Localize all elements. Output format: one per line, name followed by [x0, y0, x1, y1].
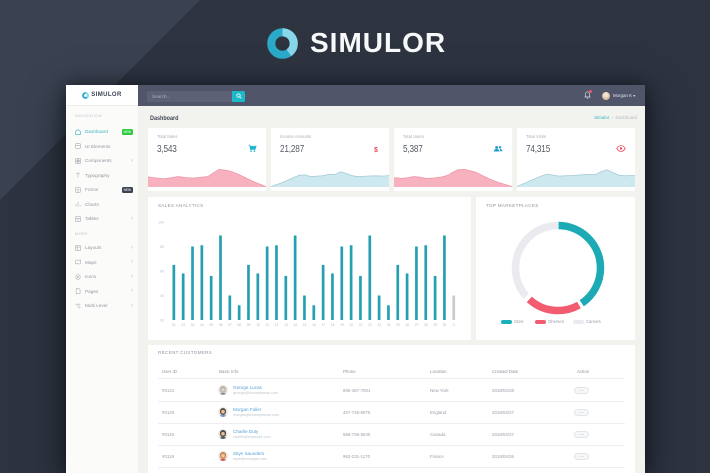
svg-text:$: $ [374, 146, 378, 152]
svg-text:80: 80 [160, 245, 164, 249]
svg-text:20: 20 [349, 323, 353, 327]
svg-text:30: 30 [443, 323, 447, 327]
svg-text:60: 60 [160, 270, 164, 274]
svg-text:04: 04 [200, 323, 204, 327]
svg-text:02: 02 [182, 323, 186, 327]
svg-text:18: 18 [331, 323, 335, 327]
svg-text:20: 20 [160, 319, 164, 323]
svg-text:09: 09 [247, 323, 251, 327]
svg-text:40: 40 [160, 294, 164, 298]
svg-text:07: 07 [228, 323, 232, 327]
svg-text:27: 27 [415, 323, 419, 327]
svg-text:24: 24 [387, 323, 391, 327]
svg-text:11: 11 [266, 323, 270, 327]
svg-text:14: 14 [294, 323, 298, 327]
svg-text:10: 10 [256, 323, 260, 327]
svg-text:28: 28 [424, 323, 428, 327]
svg-text:17: 17 [322, 323, 326, 327]
svg-text:19: 19 [340, 323, 344, 327]
svg-text:16: 16 [312, 323, 316, 327]
svg-text:22: 22 [368, 323, 372, 327]
svg-text:29: 29 [433, 323, 437, 327]
svg-text:05: 05 [210, 323, 214, 327]
svg-text:26: 26 [405, 323, 409, 327]
svg-text:15: 15 [303, 323, 307, 327]
svg-text:03: 03 [191, 323, 195, 327]
svg-text:06: 06 [219, 323, 223, 327]
svg-text:21: 21 [359, 323, 363, 327]
svg-text:25: 25 [396, 323, 400, 327]
svg-text:100: 100 [158, 221, 164, 225]
svg-text:01: 01 [172, 323, 176, 327]
svg-text:12: 12 [275, 323, 279, 327]
svg-text:31: 31 [452, 323, 456, 327]
svg-text:13: 13 [284, 323, 288, 327]
svg-text:08: 08 [238, 323, 242, 327]
svg-text:23: 23 [377, 323, 381, 327]
